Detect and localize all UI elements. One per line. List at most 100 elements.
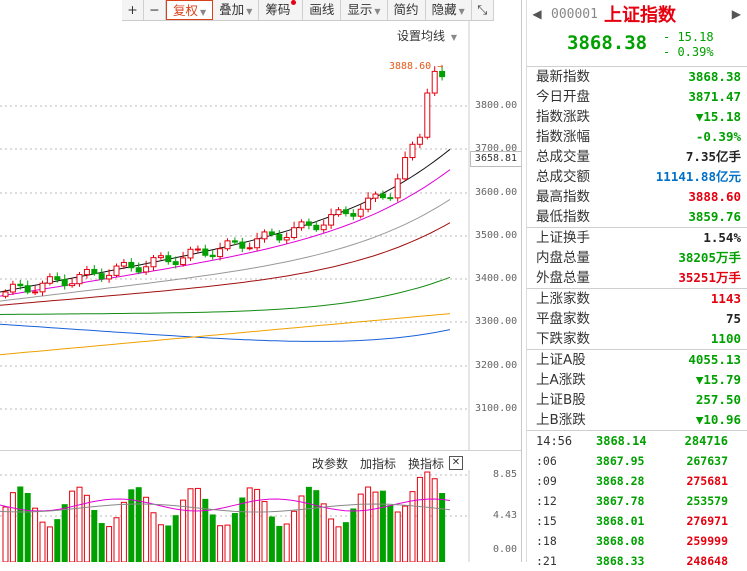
volume-bar <box>276 525 283 562</box>
edit-params-button[interactable]: 改参数 <box>312 457 349 471</box>
candle-body <box>9 283 16 293</box>
chevron-down-icon: ▼ <box>200 8 207 17</box>
tick-price: 3868.33 <box>596 554 645 568</box>
candle-body <box>239 241 246 249</box>
volume-ma-line <box>0 498 451 512</box>
candle-body <box>209 254 216 258</box>
chart-area[interactable]: + − 复权 ▼ 叠加 ▼ 筹码 画线 显示 ▼ 简约 隐藏 ▼ ⤡ 设置均线 ▼ 3888.60 → 3… <box>0 0 522 562</box>
volume-bar <box>194 487 201 562</box>
toolbar-item-8[interactable]: 隐藏 ▼ <box>426 0 472 20</box>
candle-body <box>231 240 238 243</box>
toolbar-item-4[interactable]: 筹码 <box>259 0 304 20</box>
quote-value: ▼15.79 <box>695 372 741 387</box>
candle-body <box>431 70 438 94</box>
price-axis-label: 3300.00 <box>475 316 518 327</box>
tick-time: :09 <box>536 474 557 488</box>
quote-value: 4055.13 <box>688 352 741 367</box>
quote-label: 总成交量 <box>536 149 590 165</box>
change-percent: - 0.39% <box>663 45 714 59</box>
candle-body <box>69 283 76 287</box>
volume-chart[interactable] <box>0 470 470 562</box>
quote-row: 上证换手 1.54% <box>527 228 747 248</box>
candle-body <box>187 248 194 259</box>
group-divider <box>527 288 747 289</box>
quote-label: 平盘家数 <box>536 311 590 327</box>
quote-value: 11141.88亿元 <box>655 169 741 184</box>
candle-body <box>254 238 261 249</box>
volume-bar <box>231 513 238 562</box>
candle-body <box>180 257 187 266</box>
ma-setting-button[interactable]: 设置均线 ▼ <box>397 27 457 44</box>
next-stock-icon[interactable]: ▶ <box>731 7 741 21</box>
candle-body <box>135 267 142 273</box>
quote-label: 上证换手 <box>536 230 590 246</box>
current-price-box: 3658.81 <box>470 151 522 167</box>
toolbar-item-0[interactable]: + <box>122 0 144 20</box>
tick-volume: 284716 <box>684 434 728 448</box>
quote-value: 35251万手 <box>678 270 741 285</box>
chevron-down-icon: ▼ <box>246 7 253 16</box>
toolbar-item-label: 复权 <box>173 3 199 18</box>
tick-volume: 276971 <box>686 514 728 528</box>
volume-bar <box>180 499 187 562</box>
toolbar-item-1[interactable]: − <box>144 0 166 20</box>
quote-value: 3871.47 <box>688 89 741 104</box>
toolbar-item-2[interactable]: 复权 ▼ <box>166 0 214 20</box>
volume-bar <box>46 526 53 562</box>
toolbar-item-9[interactable]: ⤡ <box>472 0 494 20</box>
moving-average-line <box>0 222 451 306</box>
volume-bar <box>254 488 261 562</box>
volume-bar <box>313 490 320 562</box>
sub-chart-divider <box>0 450 521 451</box>
toolbar-item-7[interactable]: 简约 <box>388 0 426 20</box>
volume-bar <box>424 471 431 562</box>
tick-price: 3867.78 <box>596 494 645 508</box>
sub-chart-toolbar: 改参数 加指标 换指标 <box>312 455 444 472</box>
tick-price: 3867.95 <box>596 454 645 468</box>
volume-bar <box>431 478 438 562</box>
price-axis-label: 3700.00 <box>475 143 518 154</box>
volume-bar <box>39 521 46 562</box>
quote-value: ▼10.96 <box>695 412 741 427</box>
switch-indicator-button[interactable]: 换指标 <box>408 457 445 471</box>
volume-bar <box>83 494 90 562</box>
tick-price: 3868.28 <box>596 474 645 488</box>
quote-value: ▼15.18 <box>695 109 741 124</box>
volume-bar <box>283 523 290 562</box>
quote-row: 上B涨跌 ▼10.96 <box>527 410 747 430</box>
candle-body <box>350 213 357 217</box>
candle-body <box>32 291 39 294</box>
toolbar-item-6[interactable]: 显示 ▼ <box>341 0 388 20</box>
volume-bar <box>24 492 31 562</box>
candle-body <box>157 255 164 259</box>
kline-chart[interactable] <box>0 0 470 450</box>
candle-body <box>128 261 135 269</box>
quote-panel: ◀ 000001 上证指数 ▶ 3868.38 - 15.18 - 0.39% … <box>527 0 747 568</box>
close-sub-chart-icon[interactable]: ✕ <box>449 456 463 470</box>
notification-dot-icon <box>291 0 297 5</box>
chevron-down-icon: ▼ <box>374 7 381 16</box>
volume-bar <box>261 501 268 562</box>
volume-bar <box>150 512 157 562</box>
add-indicator-button[interactable]: 加指标 <box>360 457 397 471</box>
toolbar-item-3[interactable]: 叠加 ▼ <box>213 0 260 20</box>
volume-bar <box>224 524 231 562</box>
quote-label: 指数涨跌 <box>536 109 590 125</box>
tick-volume: 253579 <box>686 494 728 508</box>
quote-value: 1.54% <box>703 230 741 245</box>
toolbar-item-5[interactable]: 画线 <box>303 0 342 20</box>
volume-bar <box>365 486 372 562</box>
volume-bar <box>335 526 342 562</box>
group-divider <box>527 430 747 431</box>
prev-stock-icon[interactable]: ◀ <box>532 7 542 21</box>
quote-label: 上A涨跌 <box>536 372 586 388</box>
toolbar-item-label: 简约 <box>393 2 419 17</box>
candle-body <box>439 70 446 78</box>
candle-body <box>194 248 201 251</box>
volume-bar <box>157 524 164 562</box>
quote-row: 最新指数 3868.38 <box>527 67 747 87</box>
price-axis-label: 3600.00 <box>475 187 518 198</box>
candle-body <box>83 268 90 276</box>
candle-body <box>283 236 290 241</box>
quote-row: 平盘家数 75 <box>527 309 747 329</box>
